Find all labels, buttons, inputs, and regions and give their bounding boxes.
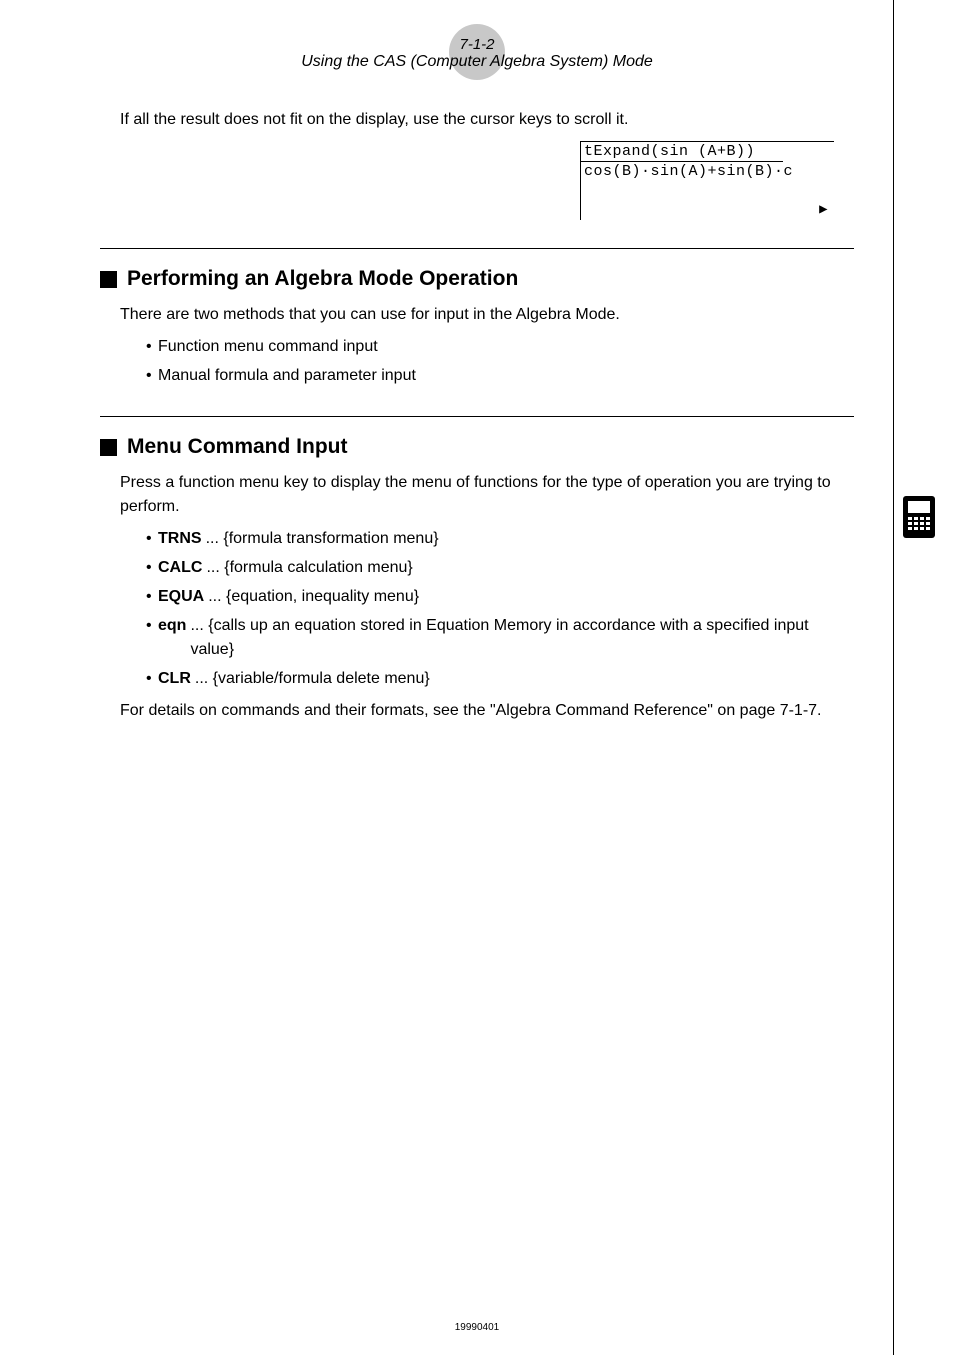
- section1-intro: There are two methods that you can use f…: [120, 303, 854, 327]
- section2-closing: For details on commands and their format…: [120, 699, 854, 723]
- section-marker-icon: [100, 439, 117, 456]
- section1-bullets: Function menu command input Manual formu…: [146, 335, 854, 388]
- section-body-menu-cmd: Press a function menu key to display the…: [120, 471, 854, 723]
- section-heading-menu-cmd: Menu Command Input: [100, 435, 854, 459]
- list-item: Function menu command input: [146, 335, 854, 359]
- section2-intro: Press a function menu key to display the…: [120, 471, 854, 519]
- calculator-box: tExpand(sin (A+B)) cos(B)·sin(A)+sin(B)·…: [580, 141, 834, 220]
- section-marker-icon: [100, 271, 117, 288]
- section2-bullets: TRNS ... {formula transformation menu} C…: [146, 527, 854, 691]
- menu-calc-label: CALC: [158, 559, 202, 576]
- menu-eqn-label: eqn: [158, 617, 186, 634]
- calculator-icon: [902, 495, 936, 539]
- menu-trns-label: TRNS: [158, 530, 202, 547]
- section-heading-algebra-op: Performing an Algebra Mode Operation: [100, 267, 854, 291]
- menu-trns-desc: ... {formula transformation menu}: [206, 527, 854, 551]
- section-divider: [100, 416, 854, 417]
- footer-code: 19990401: [455, 1322, 500, 1333]
- calculator-display: tExpand(sin (A+B)) cos(B)·sin(A)+sin(B)·…: [580, 141, 834, 220]
- page-header-title: Using the CAS (Computer Algebra System) …: [301, 53, 653, 70]
- menu-calc-desc: ... {formula calculation menu}: [206, 556, 854, 580]
- scroll-right-arrow-icon: ▶: [581, 181, 834, 220]
- section-divider: [100, 248, 854, 249]
- menu-clr-desc: ... {variable/formula delete menu}: [195, 667, 854, 691]
- menu-equa-desc: ... {equation, inequality menu}: [208, 585, 854, 609]
- section-heading-text: Menu Command Input: [127, 435, 347, 459]
- menu-equa-label: EQUA: [158, 588, 204, 605]
- page-content: 7-1-2 Using the CAS (Computer Algebra Sy…: [0, 0, 954, 753]
- section-body-algebra-op: There are two methods that you can use f…: [120, 303, 854, 388]
- list-item: CALC ... {formula calculation menu}: [146, 556, 854, 580]
- page-header: 7-1-2 Using the CAS (Computer Algebra Sy…: [100, 30, 854, 71]
- menu-clr-label: CLR: [158, 670, 191, 687]
- intro-text: If all the result does not fit on the di…: [120, 111, 854, 129]
- list-item: eqn ... {calls up an equation stored in …: [146, 614, 854, 662]
- section-heading-text: Performing an Algebra Mode Operation: [127, 267, 518, 291]
- menu-eqn-desc: ... {calls up an equation stored in Equa…: [190, 614, 854, 662]
- list-item: CLR ... {variable/formula delete menu}: [146, 667, 854, 691]
- list-item: Manual formula and parameter input: [146, 364, 854, 388]
- calc-input-line: tExpand(sin (A+B)): [581, 142, 783, 162]
- calc-output-line: cos(B)·sin(A)+sin(B)·c: [581, 162, 834, 181]
- list-item: EQUA ... {equation, inequality menu}: [146, 585, 854, 609]
- list-item: TRNS ... {formula transformation menu}: [146, 527, 854, 551]
- page-number: 7-1-2: [100, 30, 854, 53]
